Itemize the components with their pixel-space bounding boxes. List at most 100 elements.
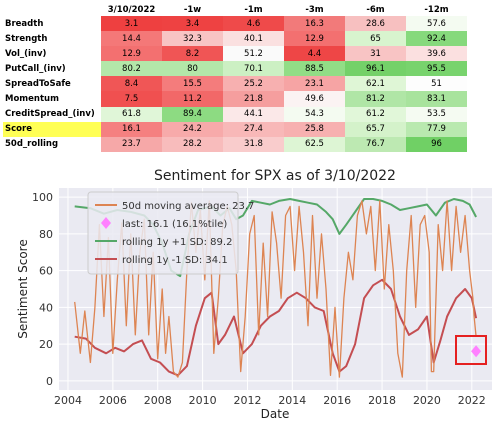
table-cell: 54.3 [284,106,345,122]
table-row: 50d_rolling 23.7 28.2 31.8 62.5 76.7 96 [3,136,467,152]
y-axis-label: Sentiment Score [16,239,30,338]
legend-label-50d: 50d moving average: 23.7 [122,201,254,212]
column-header: -6m [366,4,385,15]
table-cell: 31 [345,46,406,62]
table-row: Breadth 3.1 3.4 4.6 16.3 28.6 57.6 [3,16,467,32]
x-tick-label: 2010 [189,394,217,407]
table-cell: 11.2 [162,91,223,107]
table-cell: 62.1 [345,76,406,92]
column-header: -3m [305,4,324,15]
table-cell: 92.4 [406,31,467,47]
x-tick-label: 2004 [54,394,82,407]
x-tick-label: 2022 [458,394,486,407]
table-cell: 4.4 [284,46,345,62]
table-cell: 81.2 [345,91,406,107]
row-label: PutCall_(inv) [5,63,66,74]
table-row: Strength 14.4 32.3 40.1 12.9 65 92.4 [3,31,467,47]
table-cell: 3.4 [162,16,223,32]
x-tick-label: 2008 [144,394,172,407]
table-cell: 89.4 [162,106,223,122]
table-header-row: 3/10/2022 -1w -1m -3m -6m -12m [3,3,467,16]
column-header: -1w [183,4,202,15]
table-cell: 16.3 [284,16,345,32]
table-body: Breadth 3.1 3.4 4.6 16.3 28.6 57.6 Strength 14.4… [3,16,467,152]
table-cell: 49.6 [284,91,345,107]
table-cell: 77.9 [406,121,467,137]
table-cell: 40.1 [223,31,284,47]
legend: 50d moving average: 23.7 last: 16.1 (16.… [87,191,254,275]
table-cell: 15.5 [162,76,223,92]
x-tick-label: 2016 [323,394,351,407]
table-row: SpreadToSafe 8.4 15.5 25.2 23.1 62.1 51 [3,76,467,92]
table-cell: 28.6 [345,16,406,32]
table-cell: 25.8 [284,121,345,137]
last-point-marker [471,345,482,358]
y-tick-label: 60 [39,265,53,278]
x-tick-label: 2012 [233,394,261,407]
legend-swatch-last [101,217,111,229]
table-cell: 65 [345,31,406,47]
row-label: SpreadToSafe [5,78,71,89]
legend-label-upper-sd: rolling 1y +1 SD: 89.2 [122,237,232,248]
table-cell: 4.6 [223,16,284,32]
table-cell: 3.1 [101,16,162,32]
table-cell: 62.5 [284,136,345,152]
table-cell: 88.5 [284,61,345,77]
table-cell: 14.4 [101,31,162,47]
y-tick-label: 20 [39,338,53,351]
table-cell: 21.8 [223,91,284,107]
column-header: 3/10/2022 [107,4,156,15]
series-line-lower-sd [74,278,478,377]
sentiment-line-chart: 2004 2006 2008 2010 2012 2014 2016 2018 2020 2022… [16,168,492,421]
y-tick-label: 80 [39,228,53,241]
last-point-highlight-box [455,335,487,365]
table-cell: 12.9 [101,46,162,62]
table-cell: 96.1 [345,61,406,77]
table-row: Momentum 7.5 11.2 21.8 49.6 81.2 83.1 [3,91,467,107]
table-row: PutCall_(inv) 80.2 80 70.1 88.5 96.1 95.5 [3,61,467,77]
legend-box [87,191,239,275]
chart-title: Sentiment for SPX as of 3/10/2022 [154,168,396,184]
x-axis-label: Date [261,407,290,421]
table-cell: 24.2 [162,121,223,137]
x-tick-label: 2018 [368,394,396,407]
row-label: CreditSpread_(inv) [5,109,95,120]
table-cell: 31.8 [223,136,284,152]
table-row: Score 16.1 24.2 27.4 25.8 65.7 77.9 [3,121,467,137]
y-tick-label: 40 [39,301,53,314]
table-cell: 61.2 [345,106,406,122]
row-label: Vol_(inv) [5,48,47,59]
table-cell: 28.2 [162,136,223,152]
table-row: CreditSpread_(inv) 61.8 89.4 44.1 54.3 61.2 53… [3,106,467,122]
table-cell: 39.6 [406,46,467,62]
table-cell: 16.1 [101,121,162,137]
table-cell: 76.7 [345,136,406,152]
row-label: Strength [5,33,48,44]
table-cell: 32.3 [162,31,223,47]
table-cell: 70.1 [223,61,284,77]
row-label: Score [3,121,101,137]
row-label: 50d_rolling [5,139,59,150]
table-cell: 53.5 [406,106,467,122]
table-cell: 23.1 [284,76,345,92]
column-header: -12m [424,4,449,15]
table-cell: 57.6 [406,16,467,32]
table-cell: 8.2 [162,46,223,62]
table-cell: 51.2 [223,46,284,62]
table-row: Vol_(inv) 12.9 8.2 51.2 4.4 31 39.6 [3,46,467,62]
table-cell: 83.1 [406,91,467,107]
table-cell: 8.4 [101,76,162,92]
x-tick-label: 2020 [413,394,441,407]
table-cell: 51 [406,76,467,92]
table-cell: 80.2 [101,61,162,77]
table-cell: 27.4 [223,121,284,137]
table-cell: 25.2 [223,76,284,92]
table-cell: 80 [162,61,223,77]
x-tick-label: 2014 [278,394,306,407]
sentiment-table: 3/10/2022 -1w -1m -3m -6m -12m Breadth 3.… [3,3,467,152]
y-tick-label: 0 [46,375,53,388]
table-cell: 61.8 [101,106,162,122]
table-cell: 95.5 [406,61,467,77]
legend-label-last: last: 16.1 (16.1%tile) [122,219,227,230]
table-cell: 7.5 [101,91,162,107]
